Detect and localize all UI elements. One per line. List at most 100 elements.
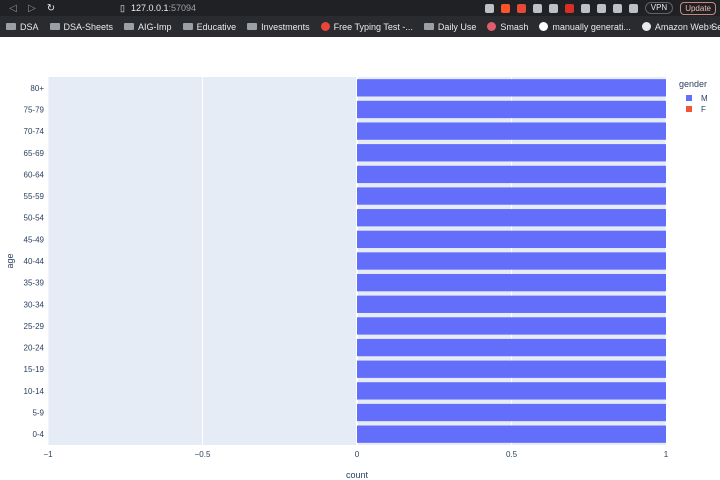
y-tick-label: 5-9 <box>32 409 44 418</box>
bar-M-45-49[interactable] <box>357 230 666 249</box>
folder-icon <box>423 23 434 30</box>
browser-toolbar: ◁ ▷ ↻ ▯ 127.0.0.1:57094 VPN Update <box>0 0 720 16</box>
bar-M-15-19[interactable] <box>357 360 666 378</box>
x-tick-label: 0.5 <box>506 450 518 459</box>
age-gender-bar-chart: −1 −0.5 0 0.5 1 0-4 5-9 10-14 15-19 20-24 25-29 30-… <box>5 77 708 480</box>
folder-icon <box>6 23 16 30</box>
bar-M-40-44[interactable] <box>357 252 666 270</box>
bar-M-80+[interactable] <box>357 79 666 97</box>
toolbar-right: VPN Update <box>484 0 720 16</box>
bar-M-75-79[interactable] <box>357 100 666 119</box>
y-tick-label: 55-59 <box>24 192 45 201</box>
bookmark-item[interactable]: manually generati... <box>539 22 631 32</box>
bookmark-item[interactable]: Amazon Web Serv... <box>641 21 720 32</box>
bar-M-65-69[interactable] <box>357 144 666 162</box>
back-icon[interactable]: ◁ <box>9 2 17 14</box>
bookmark-label: Smash <box>500 21 529 32</box>
bookmark-item[interactable]: Investments <box>247 22 310 32</box>
y-tick-label: 20-24 <box>24 344 45 353</box>
forward-icon[interactable]: ▷ <box>28 2 36 14</box>
share-icon[interactable] <box>484 3 494 13</box>
y-tick-label: 65-69 <box>24 149 45 158</box>
address-bar[interactable]: ▯ 127.0.0.1:57094 <box>120 0 196 16</box>
bookmark-label: Educative <box>196 21 237 32</box>
bar-M-5-9[interactable] <box>357 403 666 422</box>
y-tick-label: 75-79 <box>24 105 45 114</box>
bookmark-label: Amazon Web Serv... <box>654 21 720 32</box>
folder-icon <box>49 23 60 30</box>
bar-M-50-54[interactable] <box>357 209 666 227</box>
y-tick-label: 45-49 <box>24 235 45 244</box>
extension-icon[interactable] <box>548 3 558 13</box>
bar-M-0-4[interactable] <box>357 425 666 443</box>
extension-icon[interactable] <box>564 3 574 13</box>
y-tick-label: 60-64 <box>24 170 45 179</box>
bar-M-20-24[interactable] <box>357 338 666 357</box>
x-axis-title: count <box>346 470 369 480</box>
y-tick-label: 30-34 <box>24 300 45 309</box>
extension-icon[interactable] <box>532 3 542 13</box>
y-tick-label: 80+ <box>30 84 44 93</box>
legend-entry-F[interactable]: F <box>701 105 706 114</box>
bar-M-10-14[interactable] <box>357 382 666 400</box>
y-tick-label: 35-39 <box>24 279 45 288</box>
bookmark-item[interactable]: DSA <box>6 22 39 32</box>
vpn-button[interactable]: VPN <box>644 2 674 14</box>
bookmark-label: Free Typing Test -... <box>333 21 413 32</box>
bookmark-item[interactable]: Free Typing Test -... <box>320 21 413 32</box>
folder-icon <box>247 23 258 30</box>
bookmark-label: AIG-Imp <box>138 21 172 32</box>
bookmark-item[interactable]: Daily Use <box>423 21 477 32</box>
rewards-icon[interactable] <box>516 3 526 13</box>
y-tick-label: 50-54 <box>24 214 45 223</box>
folder-icon <box>182 23 193 30</box>
bookmarks-bar: DSA DSA-Sheets AIG-Imp Educative Investments… <box>0 16 720 37</box>
y-tick-label: 25-29 <box>24 322 45 331</box>
bookmark-icon[interactable]: ▯ <box>120 2 125 13</box>
legend-title: gender <box>679 79 707 89</box>
bar-M-35-39[interactable] <box>357 273 666 292</box>
url-port: :57094 <box>168 3 197 13</box>
bookmark-item[interactable]: Educative <box>182 21 237 32</box>
nav-buttons: ◁ ▷ ↻ <box>0 3 56 14</box>
bar-M-30-34[interactable] <box>357 295 666 313</box>
google-icon <box>539 22 549 31</box>
y-tick-label: 0-4 <box>32 430 44 439</box>
reload-icon[interactable]: ↻ <box>46 2 56 14</box>
sidebar-icon[interactable] <box>612 3 622 13</box>
y-axis-title: age <box>5 253 15 268</box>
bookmark-label: manually generati... <box>552 21 631 32</box>
folder-icon <box>124 23 135 30</box>
x-tick-label: 1 <box>664 450 669 459</box>
url-host: 127.0.0.1 <box>130 3 169 13</box>
y-tick-label: 10-14 <box>24 387 45 396</box>
smash-icon <box>487 22 497 31</box>
x-tick-label: 0 <box>355 450 360 459</box>
legend-swatch-F[interactable] <box>686 106 692 112</box>
y-tick-label: 70-74 <box>24 127 45 136</box>
y-tick-label: 15-19 <box>24 365 45 374</box>
bookmark-label: Daily Use <box>437 21 477 32</box>
wallet-icon[interactable] <box>628 3 638 13</box>
bar-M-55-59[interactable] <box>357 187 666 205</box>
extension-icon[interactable] <box>580 3 590 13</box>
bookmarks-overflow-button[interactable]: » <box>708 21 714 31</box>
x-tick-label: −0.5 <box>195 450 211 459</box>
legend-swatch-M[interactable] <box>686 95 692 101</box>
bar-M-70-74[interactable] <box>357 122 666 140</box>
bar-M-60-64[interactable] <box>357 165 666 184</box>
puzzle-icon[interactable] <box>596 3 606 13</box>
x-icon <box>641 22 651 31</box>
bookmark-label: Investments <box>261 21 310 32</box>
y-tick-label: 40-44 <box>24 257 45 266</box>
bookmark-item[interactable]: Smash <box>487 22 528 32</box>
legend-entry-M[interactable]: M <box>701 94 708 103</box>
bar-M-25-29[interactable] <box>357 317 666 335</box>
x-tick-label: −1 <box>43 450 53 459</box>
brave-shield-icon[interactable] <box>500 3 510 13</box>
bookmark-item[interactable]: AIG-Imp <box>124 22 172 32</box>
bookmark-label: DSA-Sheets <box>63 21 114 32</box>
bookmark-item[interactable]: DSA-Sheets <box>49 21 114 32</box>
typing-icon <box>320 22 330 31</box>
update-button[interactable]: Update <box>680 1 716 15</box>
